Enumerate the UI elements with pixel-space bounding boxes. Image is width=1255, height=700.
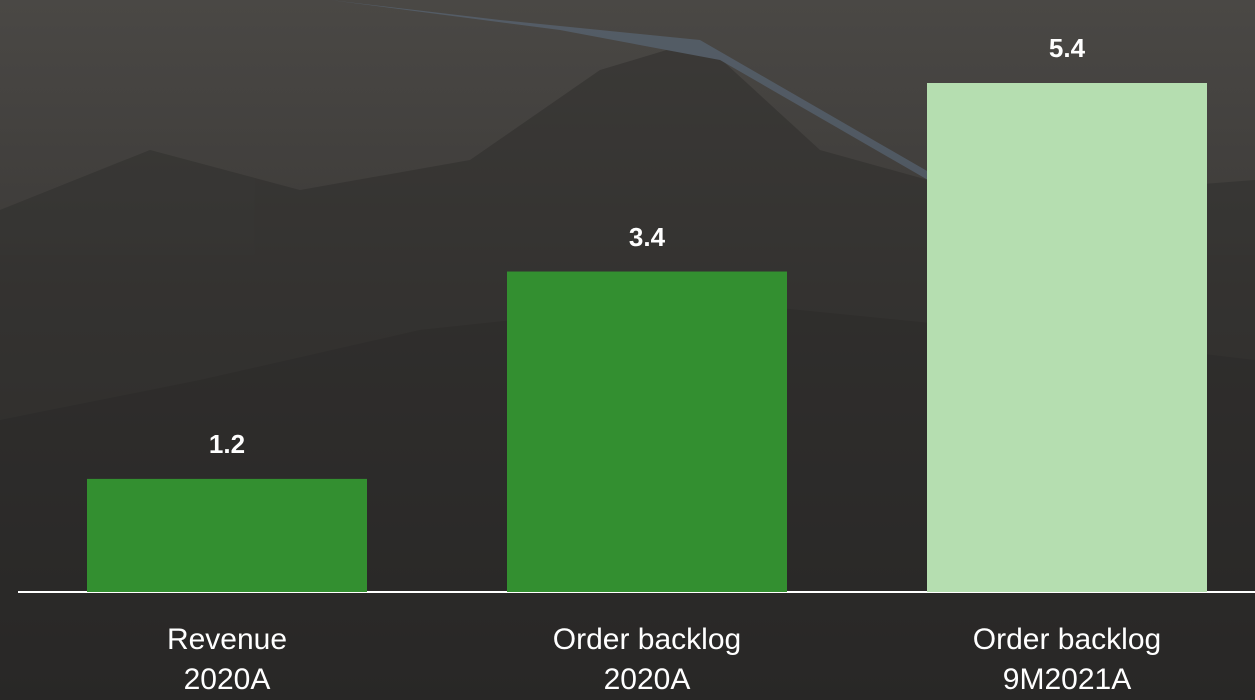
x-tick-label: Order backlog 2020A [552,623,742,696]
value-label: 3.4 [628,221,666,252]
bar [87,478,367,592]
bar [507,271,787,592]
value-label: 5.4 [1048,33,1086,63]
x-tick-label: Order backlog 9M2021A [972,623,1162,696]
value-label: 1.2 [208,428,246,459]
bar [927,83,1207,592]
x-tick-label: Revenue 2020A [166,623,288,696]
